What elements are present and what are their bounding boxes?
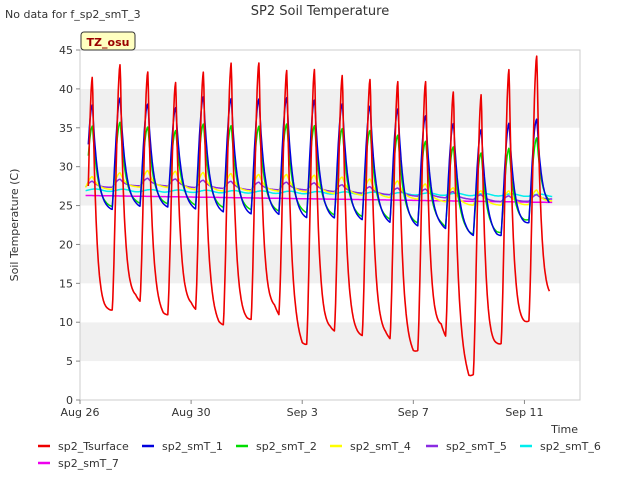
y-tick-label: 20 [59,238,73,251]
background-band [80,322,580,362]
x-tick-label: Sep 3 [287,406,318,419]
x-tick-label: Aug 26 [61,406,100,419]
legend-label: sp2_Tsurface [58,440,129,453]
background-bands [80,50,580,400]
x-tick-label: Sep 7 [398,406,429,419]
x-tick-label: Aug 30 [172,406,211,419]
legend-label: sp2_smT_5 [446,440,507,453]
y-tick-label: 25 [59,200,73,213]
series-line-sp2_smT_2 [87,121,550,235]
series-lines [84,55,553,377]
background-band [80,127,580,167]
series-line-sp2_smT_5 [85,177,553,203]
timezone-badge: TZ_osu [80,31,136,51]
background-band [80,50,580,89]
y-axis: 0 5 10 15 20 25 30 35 40 45 [59,44,80,407]
series-line-sp2_smT_1 [87,96,551,237]
background-band [80,361,580,400]
legend-label: sp2_smT_6 [540,440,601,453]
timezone-badge-box [80,31,136,51]
x-axis-label: Time [550,423,578,436]
legend-label: sp2_smT_2 [256,440,317,453]
y-tick-label: 0 [66,394,73,407]
background-band [80,283,580,323]
series-line-sp2_smT_6 [85,188,553,198]
y-tick-label: 45 [59,44,73,57]
chart-title: SP2 Soil Temperature [251,4,389,19]
y-tick-label: 5 [66,355,73,368]
background-band [80,244,580,284]
legend: sp2_Tsurface sp2_smT_1 sp2_smT_2 sp2_smT_4 s… [38,440,601,470]
y-tick-label: 15 [59,277,73,290]
x-tick-label: Sep 11 [505,406,543,419]
y-tick-label: 10 [59,316,73,329]
series-line-sp2_smT_4 [84,169,553,206]
plot-area-frame [79,49,581,401]
y-tick-label: 35 [59,122,73,135]
y-tick-label: 40 [59,83,73,96]
background-band [80,88,580,128]
legend-label: sp2_smT_7 [58,457,119,470]
y-tick-label: 30 [59,161,73,174]
x-axis: Aug 26 Aug 30 Sep 3 Sep 7 Sep 11 [61,400,544,419]
legend-label: sp2_smT_1 [162,440,223,453]
no-data-note: No data for f_sp2_smT_3 [5,8,141,21]
y-axis-label: Soil Temperature (C) [8,169,21,282]
timezone-badge-label: TZ_osu [87,36,130,49]
legend-label: sp2_smT_4 [350,440,411,453]
series-line-sp2_Tsurface [87,55,551,377]
